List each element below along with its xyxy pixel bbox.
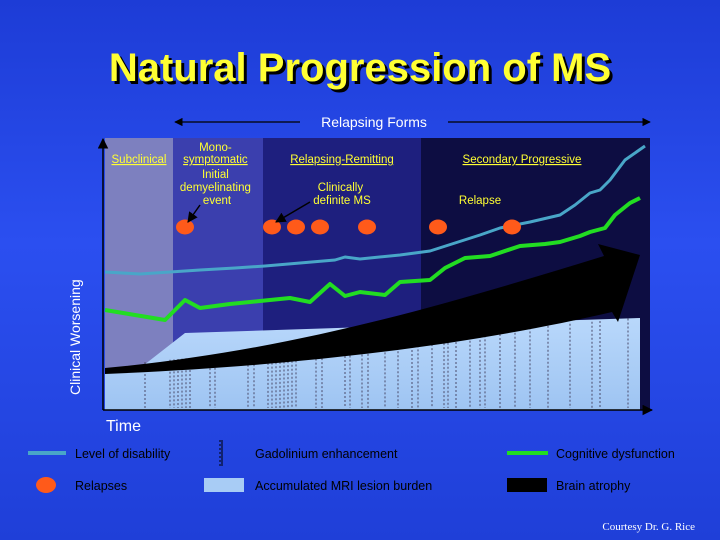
x-axis-label: Time	[106, 418, 141, 435]
relapse-dot	[503, 219, 521, 235]
legend-swatch-relapse	[36, 477, 56, 493]
relapse-dot	[429, 219, 447, 235]
brain-atrophy-wedge	[105, 244, 640, 374]
y-axis-label: Clinical Worsening	[67, 279, 83, 395]
legend-label-atrophy: Brain atrophy	[556, 479, 631, 493]
phase-label-secondary-progressive: Secondary Progressive	[463, 154, 582, 166]
legend-label-mri: Accumulated MRI lesion burden	[255, 479, 432, 493]
clinically-definite-arrow	[275, 201, 311, 223]
legend-swatch-atrophy	[507, 478, 547, 492]
legend-label-gadolinium: Gadolinium enhancement	[255, 447, 398, 461]
mri-lesion-burden-area	[105, 318, 640, 410]
legend: Level of disability Gadolinium enhanceme…	[28, 440, 675, 493]
credit-text: Courtesy Dr. G. Rice	[602, 521, 695, 533]
initial-event-arrow	[187, 204, 201, 223]
mono-line-1: Mono-	[199, 142, 232, 154]
relapse-markers	[176, 219, 521, 235]
clinically-line-1: Clinically	[318, 182, 364, 194]
slide-title: Natural Progression of MS	[108, 46, 612, 90]
cognitive-dysfunction-line	[104, 196, 641, 322]
mono-line-2: symptomatic	[183, 154, 248, 166]
phase-label-monosymptomatic: Mono- symptomatic Initial demyelinating …	[180, 142, 254, 207]
legend-label-cognitive: Cognitive dysfunction	[556, 447, 675, 461]
annotation-relapse: Relapse	[459, 195, 501, 207]
relapse-dot	[311, 219, 329, 235]
annotation-clinically-definite: Clinically definite MS	[313, 182, 371, 207]
relapse-dot	[263, 219, 281, 235]
relapsing-forms-label: Relapsing Forms	[321, 114, 427, 130]
legend-swatch-gadolinium	[219, 440, 223, 466]
relapse-dot	[176, 219, 194, 235]
mono-line-5: event	[203, 195, 232, 207]
level-of-disability-line	[104, 144, 646, 276]
phase-label-subclinical: Subclinical	[112, 154, 167, 166]
clinically-line-2: definite MS	[313, 195, 371, 207]
legend-label-relapses: Relapses	[75, 479, 127, 493]
mono-line-4: demyelinating	[180, 182, 251, 194]
relapse-dot	[358, 219, 376, 235]
phase-label-relapsing-remitting: Relapsing-Remitting	[290, 154, 394, 166]
legend-swatch-mri	[204, 478, 244, 492]
legend-label-disability: Level of disability	[75, 447, 171, 461]
relapse-dot	[287, 219, 305, 235]
mono-line-3: Initial	[202, 169, 229, 181]
